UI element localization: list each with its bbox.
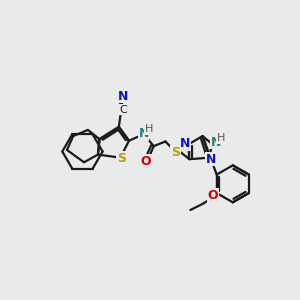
Text: H: H xyxy=(145,124,153,134)
Text: S: S xyxy=(117,152,126,165)
Text: N: N xyxy=(211,136,221,149)
Text: N: N xyxy=(118,90,128,103)
Text: C: C xyxy=(119,105,127,115)
Text: O: O xyxy=(141,155,151,168)
Text: H: H xyxy=(217,134,225,143)
Text: N: N xyxy=(139,127,149,140)
Text: N: N xyxy=(206,153,216,166)
Text: N: N xyxy=(180,137,191,150)
Text: O: O xyxy=(208,189,218,202)
Text: S: S xyxy=(171,146,180,159)
